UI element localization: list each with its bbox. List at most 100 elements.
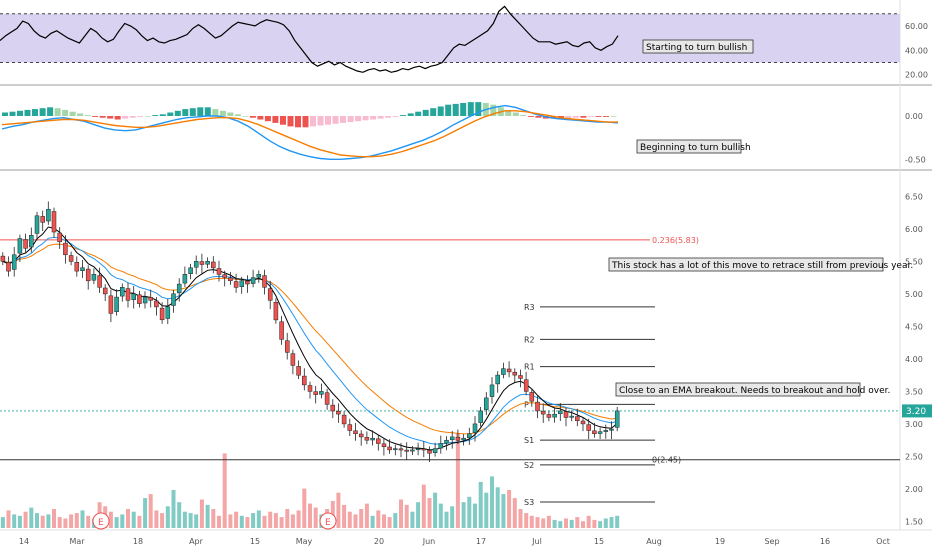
macd-histogram-bar (377, 116, 384, 119)
candle-body (290, 353, 296, 366)
volume-bar (575, 517, 580, 528)
macd-histogram-bar (24, 109, 31, 116)
candle-body (597, 431, 603, 434)
time-tick-label: 17 (476, 537, 486, 546)
candle-body (614, 410, 620, 428)
volume-bar (558, 521, 563, 528)
ema-slow-line (2, 243, 618, 435)
time-tick-label: Apr (189, 537, 204, 546)
candle-body (461, 437, 466, 441)
candle-body (336, 410, 341, 415)
volume-bar (541, 518, 546, 528)
volume-bar (302, 488, 307, 528)
volume-bar (80, 510, 85, 528)
volume-bar (234, 511, 239, 528)
candle-body (353, 430, 358, 434)
macd-histogram-bar (144, 116, 151, 117)
candle-body (307, 385, 313, 392)
macd-histogram-bar (159, 114, 166, 116)
volume-bar (598, 521, 603, 528)
pivot-levels: R3 R2 R1 P S1 S2 S3 (524, 303, 655, 507)
volume-bar (137, 515, 142, 528)
volume-bar (23, 511, 28, 528)
candle-body (330, 404, 336, 412)
candle-body (250, 277, 256, 284)
candle-body (165, 306, 171, 319)
volume-bar (69, 514, 74, 528)
macd-histogram-bar (392, 116, 399, 117)
volume-bar (586, 515, 591, 528)
earnings-marker-1[interactable]: E (92, 512, 110, 530)
macd-histogram-bar (17, 110, 23, 116)
earnings-marker-text-2: E (325, 518, 331, 528)
time-tick-label: Jun (422, 537, 436, 546)
candle-body (239, 280, 245, 287)
volume-bar (273, 513, 278, 528)
volume-bar (387, 517, 392, 528)
candle-body (575, 416, 580, 421)
candle-body (51, 211, 57, 233)
volume-bar (228, 514, 233, 528)
volume-bar (524, 513, 529, 528)
volume-bar (46, 514, 51, 528)
volume-bar (569, 519, 574, 528)
volume-bar (279, 517, 284, 528)
macd-histogram-bar (332, 116, 339, 124)
volume-bar (376, 510, 381, 528)
macd-histogram-bar (182, 109, 189, 116)
candle-body (455, 437, 461, 441)
macd-histogram-bar (77, 113, 84, 116)
candlesticks (0, 201, 620, 462)
macd-histogram-bar (340, 116, 346, 123)
candle-body (216, 268, 222, 275)
volume-bar (12, 514, 17, 528)
macd-histogram-bar (54, 108, 61, 116)
volume-bar (512, 498, 517, 528)
pivot-level-label: S3 (524, 498, 534, 507)
macd-tick-label: 0.00 (905, 112, 923, 121)
candle-body (34, 215, 40, 234)
candle-body (381, 443, 387, 447)
candle-body (131, 293, 136, 300)
time-tick-label: Jul (531, 537, 542, 546)
volume-bar (581, 521, 585, 528)
price-panel: 6.50 6.00 5.50 5.00 4.50 4.00 3.50 3.00 2.50 2.00… (0, 192, 932, 530)
candle-body (319, 391, 324, 395)
macd-histogram-bar (603, 116, 609, 117)
volume-bar (165, 506, 170, 528)
volume-bar (194, 514, 199, 528)
macd-histogram-bar (452, 103, 459, 116)
candle-body (603, 430, 609, 432)
pivot-level-label: R3 (524, 303, 535, 312)
candle-body (262, 275, 267, 288)
candle-body (193, 261, 199, 268)
candle-body (29, 235, 34, 248)
candle-body (358, 433, 364, 438)
candle-body (324, 392, 330, 405)
macd-histogram-bar (129, 116, 136, 118)
volume-bar (467, 496, 472, 528)
macd-histogram-bar (302, 116, 309, 128)
pivot-level-label: R1 (524, 363, 535, 372)
volume-bar (427, 498, 432, 528)
volume-bar (364, 503, 369, 528)
candle-body (535, 401, 540, 412)
macd-histogram-bar (475, 102, 482, 116)
candle-body (91, 274, 97, 281)
macd-histogram-bar (550, 116, 557, 119)
volume-bar (182, 511, 187, 528)
price-tick-label: 3.00 (905, 420, 923, 429)
macd-tick-label: -0.50 (905, 155, 926, 164)
candle-body (501, 368, 506, 375)
volume-bar (6, 510, 11, 528)
price-tick-label: 2.50 (905, 452, 923, 461)
candle-body (586, 424, 591, 431)
macd-histogram-bar (595, 116, 602, 117)
macd-histogram-bar (99, 116, 106, 118)
candle-body (467, 433, 472, 439)
macd-histogram-bar (535, 116, 542, 118)
volume-bar (211, 509, 216, 528)
earnings-marker-2[interactable]: E (319, 512, 337, 530)
candle-body (341, 414, 347, 425)
